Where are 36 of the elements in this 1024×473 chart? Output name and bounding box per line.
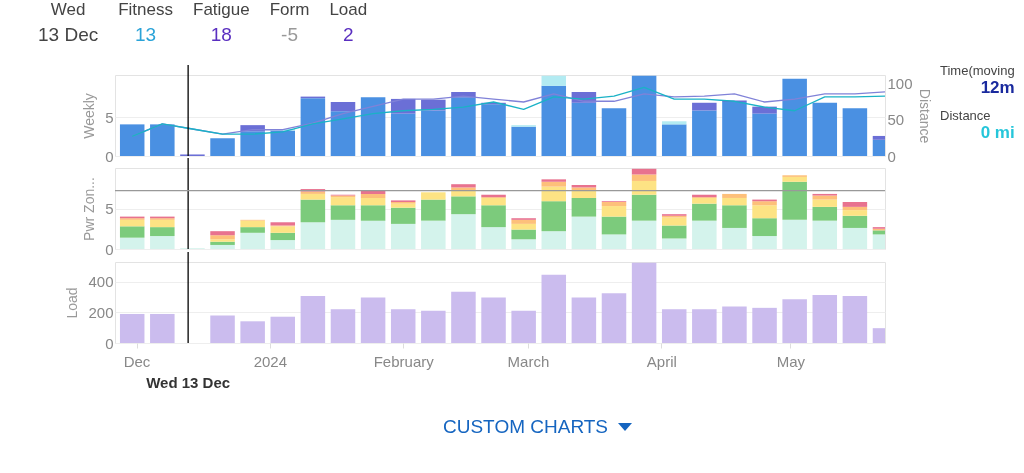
text: 0 mi bbox=[979, 123, 1015, 143]
y-axis-title: Pwr Zon... bbox=[81, 177, 98, 241]
text: CUSTOM CHARTS bbox=[443, 416, 609, 438]
y2-tick-label: 100 bbox=[887, 74, 913, 92]
y-axis-title: Weekly bbox=[81, 93, 98, 139]
text: Fitness bbox=[118, 0, 173, 21]
x-tick-label: March bbox=[507, 352, 550, 370]
y2-tick-label: 0 bbox=[887, 147, 896, 165]
x-tick-label: February bbox=[373, 352, 435, 370]
text: Load bbox=[329, 0, 368, 21]
text: 12m bbox=[979, 78, 1015, 98]
y-tick-label: 0 bbox=[105, 147, 114, 165]
x-tick-label: Dec bbox=[123, 352, 151, 370]
text: 2 bbox=[342, 24, 355, 47]
y-tick-label: 400 bbox=[88, 273, 114, 291]
text: -5 bbox=[280, 24, 299, 47]
x-tick-label: April bbox=[646, 352, 677, 370]
y2-tick-label: 50 bbox=[887, 111, 905, 129]
text: Time(moving bbox=[940, 63, 1015, 78]
text: 18 bbox=[209, 24, 233, 47]
x-tick-label: May bbox=[776, 352, 806, 370]
y-axis-title: Load bbox=[64, 287, 81, 319]
x-tick-label: 2024 bbox=[253, 352, 288, 370]
y-tick-label: 5 bbox=[105, 108, 114, 126]
text: 13 bbox=[134, 24, 158, 47]
text: Form bbox=[269, 0, 310, 21]
text: Wed bbox=[49, 0, 87, 21]
ref-line-label: Wed 13 Dec bbox=[146, 374, 231, 391]
y-tick-label: 0 bbox=[105, 240, 114, 258]
text: 13 Dec bbox=[38, 24, 99, 47]
text: Fatigue bbox=[193, 0, 250, 21]
y-tick-label: 5 bbox=[105, 200, 114, 217]
y-tick-label: 0 bbox=[105, 334, 114, 352]
y2-axis-title: Distance bbox=[916, 88, 933, 144]
text: Distance bbox=[940, 108, 992, 123]
y-tick-label: 200 bbox=[88, 303, 114, 321]
